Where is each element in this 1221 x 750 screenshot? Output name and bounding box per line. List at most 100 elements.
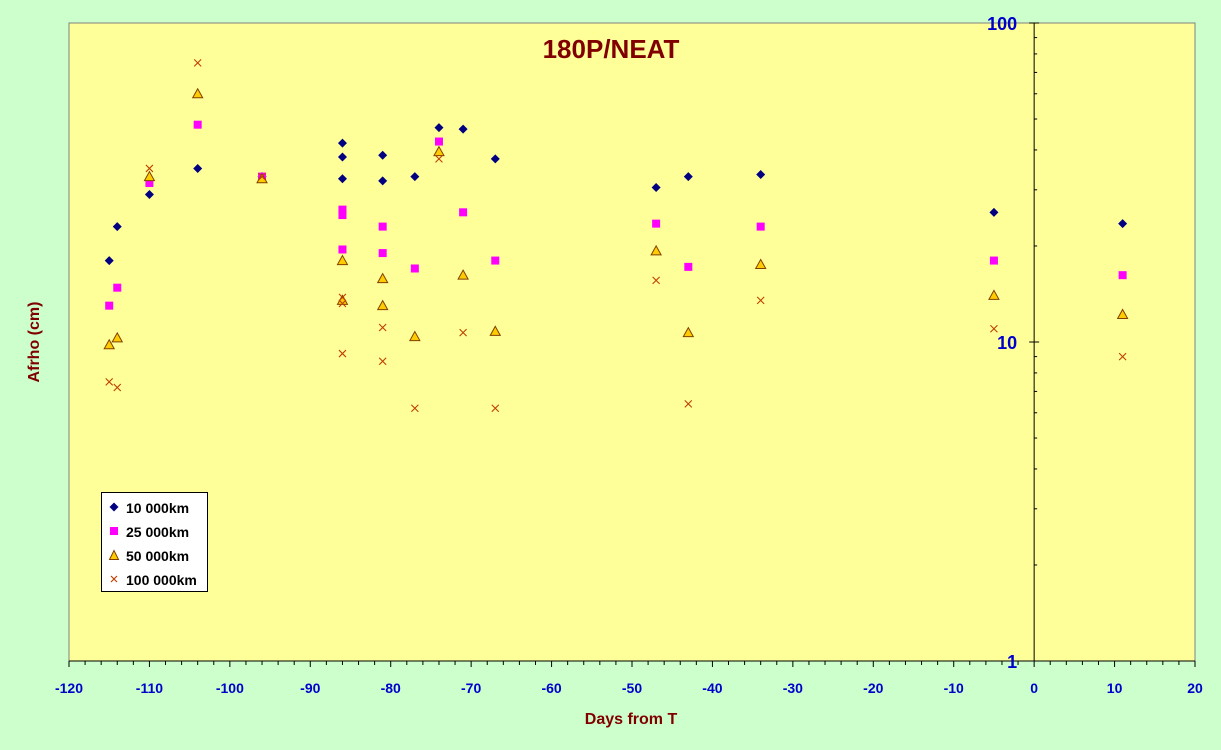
data-point-triangle — [256, 172, 268, 184]
data-point-square — [105, 301, 114, 310]
data-point-x — [756, 296, 765, 305]
data-point-diamond — [144, 189, 154, 199]
data-point-square — [989, 256, 998, 265]
data-point-square — [434, 137, 443, 146]
data-point-x — [1118, 352, 1127, 361]
data-point-diamond — [378, 150, 388, 160]
triangle-marker-icon — [108, 546, 120, 566]
data-point-square — [756, 222, 765, 231]
x-tick-label: -90 — [300, 680, 320, 696]
x-axis-label: Days from T — [585, 711, 678, 728]
legend-label: 25 000km — [126, 524, 190, 541]
x-tick-label: -40 — [702, 680, 722, 696]
x-tick-label: 0 — [1030, 680, 1038, 696]
data-point-x — [105, 377, 114, 386]
data-point-diamond — [434, 123, 444, 133]
data-point-diamond — [989, 207, 999, 217]
data-point-x — [113, 383, 122, 392]
data-point-diamond — [337, 152, 347, 162]
data-point-x — [258, 172, 266, 181]
data-point-triangle — [457, 269, 469, 280]
data-point-triangle — [103, 338, 116, 350]
x-tick-label: -30 — [783, 680, 803, 696]
data-point-triangle — [111, 331, 124, 343]
data-point-diamond — [337, 138, 347, 148]
diamond-marker-icon — [108, 498, 120, 518]
data-point-x — [435, 154, 443, 163]
x-tick-label: -70 — [461, 680, 481, 696]
x-tick-label: -10 — [944, 680, 964, 696]
legend-item: 100 000km — [108, 569, 197, 589]
data-point-square — [652, 219, 661, 228]
data-point-square — [684, 262, 693, 271]
data-point-square — [1118, 271, 1127, 280]
data-point-diamond — [112, 222, 122, 232]
data-point-triangle — [1116, 308, 1129, 319]
data-point-square — [410, 264, 419, 273]
x-tick-label: -100 — [216, 680, 244, 696]
plot-area — [68, 22, 1196, 662]
data-point-x — [990, 324, 998, 333]
data-point-triangle — [376, 299, 389, 311]
data-point-square — [378, 222, 387, 231]
y-tick-label: 100 — [987, 14, 1017, 34]
data-point-square — [338, 211, 347, 220]
x-tick-label: -20 — [863, 680, 883, 696]
legend-item: 50 000km — [108, 545, 189, 565]
data-point-triangle — [754, 258, 767, 269]
legend-item: 10 000km — [108, 497, 189, 517]
data-point-diamond — [193, 163, 203, 173]
y-tick-label: 10 — [997, 333, 1017, 353]
data-point-triangle — [191, 87, 204, 99]
data-point-x — [410, 404, 419, 413]
data-point-x — [459, 328, 467, 337]
x-tick-label: -60 — [541, 680, 561, 696]
x-tick-label: -50 — [622, 680, 642, 696]
data-point-x — [378, 323, 387, 332]
x-tick-label: -110 — [136, 680, 163, 696]
data-point-triangle — [376, 272, 389, 284]
data-point-diamond — [651, 183, 661, 193]
x-tick-label: 10 — [1107, 680, 1123, 696]
data-point-diamond — [410, 172, 420, 182]
data-point-triangle — [682, 326, 695, 338]
chart-title: 180P/NEAT — [543, 34, 680, 64]
data-point-x — [145, 164, 154, 173]
data-point-triangle — [433, 145, 445, 157]
data-point-square — [113, 283, 122, 292]
data-point-square — [145, 179, 154, 188]
data-point-x — [684, 399, 693, 408]
data-point-diamond — [756, 170, 766, 180]
data-point-triangle — [489, 325, 502, 336]
tick-labels: -120 -110 -100 -90 -80 -70 -60 -50 -40 -30 -20 -10 0… — [55, 14, 1203, 696]
data-point-diamond — [378, 176, 388, 186]
data-point-x — [491, 404, 500, 413]
data-point-diamond — [490, 154, 500, 164]
data-point-square — [338, 245, 347, 254]
data-point-triangle — [143, 170, 156, 182]
data-point-x — [193, 58, 202, 67]
square-marker-icon — [108, 522, 120, 542]
data-points — [103, 58, 1129, 413]
data-point-diamond — [1118, 219, 1128, 229]
legend-label: 50 000km — [126, 548, 190, 565]
legend: 10 000km 25 000km 50 000km 100 000km — [101, 492, 208, 592]
data-point-x — [652, 276, 661, 285]
x-tick-label: -80 — [381, 680, 401, 696]
data-point-x — [338, 299, 347, 308]
tick-marks — [68, 22, 1196, 667]
y-tick-label: 1 — [1007, 652, 1017, 672]
data-point-diamond — [683, 172, 693, 182]
data-point-x — [378, 357, 387, 366]
data-point-diamond — [458, 124, 468, 134]
data-point-square — [491, 256, 500, 265]
x-marker-icon — [108, 570, 120, 590]
data-point-triangle — [988, 289, 1000, 300]
data-point-diamond — [104, 256, 114, 266]
data-point-x — [338, 293, 347, 302]
data-point-x — [338, 349, 347, 358]
legend-label: 100 000km — [126, 572, 197, 589]
data-point-square — [193, 120, 202, 129]
y-axis-label: Afrho (cm) — [26, 302, 43, 383]
